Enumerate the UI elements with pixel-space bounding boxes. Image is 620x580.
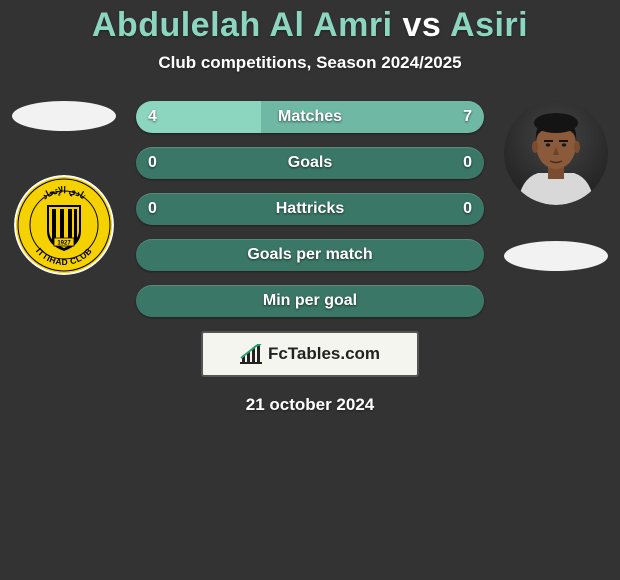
player2-photo <box>504 101 608 205</box>
stats-panel: Matches47Goals00Hattricks00Goals per mat… <box>136 101 484 317</box>
stat-label: Min per goal <box>136 285 484 317</box>
stat-label: Goals per match <box>136 239 484 271</box>
stat-value-left: 0 <box>148 147 157 179</box>
stat-value-right: 7 <box>463 101 472 133</box>
player2-club-placeholder-oval <box>504 241 608 271</box>
stat-row: Goals per match <box>136 239 484 271</box>
stat-label: Hattricks <box>136 193 484 225</box>
footer-site-badge: FcTables.com <box>201 331 419 377</box>
page-title: Abdulelah Al Amri vs Asiri <box>0 6 620 45</box>
title-player2: Asiri <box>450 6 528 44</box>
player1-club-badge: نادي الإتحاد ITTIHAD CLUB <box>14 175 114 275</box>
stat-value-left: 0 <box>148 193 157 225</box>
player2-avatar-icon <box>504 101 608 205</box>
bar-chart-icon <box>240 344 262 364</box>
stat-value-right: 0 <box>463 147 472 179</box>
stat-label: Matches <box>136 101 484 133</box>
stat-row: Min per goal <box>136 285 484 317</box>
footer-site-text: FcTables.com <box>268 344 380 364</box>
player1-placeholder-oval <box>12 101 116 131</box>
title-vs: vs <box>403 6 442 44</box>
stat-row: Goals0 0 <box>136 147 484 179</box>
stat-row: Matches4 7 <box>136 101 484 133</box>
ittihad-badge-icon: نادي الإتحاد ITTIHAD CLUB <box>14 175 114 275</box>
main-content: نادي الإتحاد ITTIHAD CLUB <box>0 101 620 415</box>
stat-label: Goals <box>136 147 484 179</box>
stat-value-right: 0 <box>463 193 472 225</box>
footer-date: 21 october 2024 <box>0 395 620 415</box>
subtitle: Club competitions, Season 2024/2025 <box>0 53 620 73</box>
title-player1: Abdulelah Al Amri <box>92 6 393 44</box>
left-column: نادي الإتحاد ITTIHAD CLUB <box>8 101 120 275</box>
stat-row: Hattricks0 0 <box>136 193 484 225</box>
right-column <box>500 101 612 271</box>
infographic-container: Abdulelah Al Amri vs Asiri Club competit… <box>0 0 620 415</box>
stat-value-left: 4 <box>148 101 157 133</box>
svg-text:1927: 1927 <box>57 241 71 247</box>
